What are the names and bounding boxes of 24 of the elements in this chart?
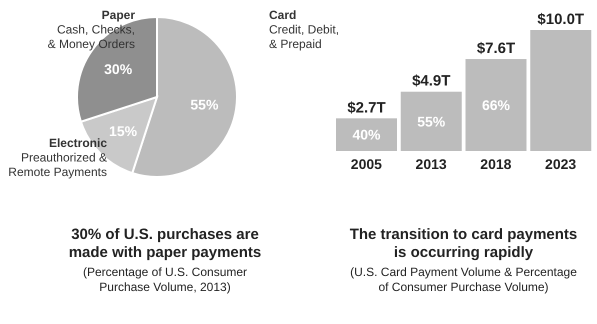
x-tick-label: 2013 xyxy=(416,156,447,172)
data-label: $4.9T xyxy=(412,72,450,90)
text: (U.S. Card Payment Volume & Percentage of Consumer Purchase Volume) xyxy=(349,265,578,295)
data-label: $7.6T xyxy=(476,40,516,58)
x-tick-label: 2023 xyxy=(545,156,576,172)
text: The transition to card payments is occurring rapidly xyxy=(348,226,578,262)
bar xyxy=(400,92,462,151)
text: 30% of U.S. purchases are made with paper payments xyxy=(68,226,262,262)
data-label: 30% xyxy=(104,60,133,77)
slice-label: Paper Cash, Checks, & Money Orders xyxy=(48,8,136,51)
x-tick-label: 2005 xyxy=(350,156,382,172)
slice-label: Electronic Preauthorized & Remote Payments xyxy=(8,136,108,179)
slice-label: Card Credit, Debit, & Prepaid xyxy=(269,8,340,51)
bar xyxy=(466,59,526,151)
data-label: $10.0T xyxy=(537,11,584,28)
annotation: 55% xyxy=(417,113,446,130)
annotation: 66% xyxy=(482,97,511,114)
x-tick-label: 2018 xyxy=(480,156,512,172)
annotation: 40% xyxy=(352,126,382,143)
text: (Percentage of U.S. Consumer Purchase Volume, 2013) xyxy=(82,265,248,295)
data-label: $2.7T xyxy=(347,99,386,116)
bar xyxy=(530,30,592,151)
bar xyxy=(336,118,397,151)
data-label: 55% xyxy=(190,96,219,113)
